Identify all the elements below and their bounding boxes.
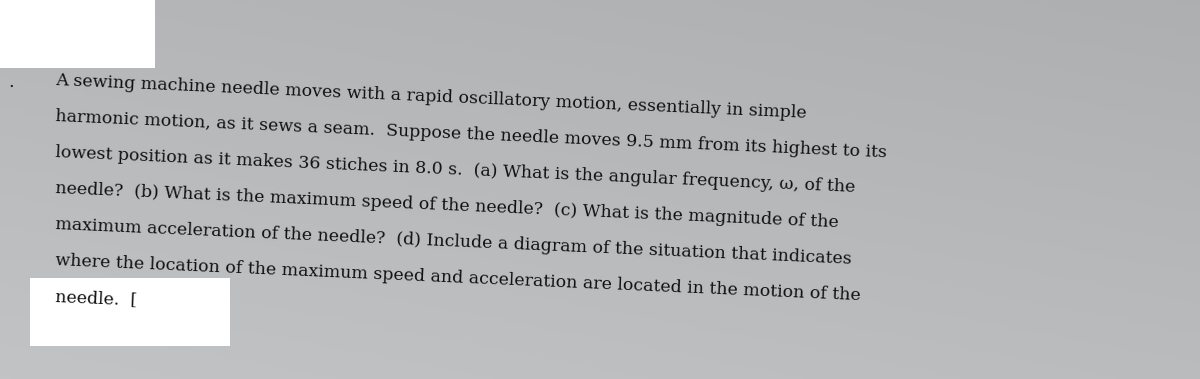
Text: needle?  (b) What is the maximum speed of the needle?  (c) What is the magnitude: needle? (b) What is the maximum speed of… xyxy=(55,180,839,231)
Text: .: . xyxy=(8,74,14,91)
Bar xyxy=(30,278,230,346)
Text: harmonic motion, as it sews a seam.  Suppose the needle moves 9.5 mm from its hi: harmonic motion, as it sews a seam. Supp… xyxy=(55,108,887,161)
Text: where the location of the maximum speed and acceleration are located in the moti: where the location of the maximum speed … xyxy=(55,252,860,304)
Text: lowest position as it makes 36 stiches in 8.0 s.  (a) What is the angular freque: lowest position as it makes 36 stiches i… xyxy=(55,144,856,196)
Text: A sewing machine needle moves with a rapid oscillatory motion, essentially in si: A sewing machine needle moves with a rap… xyxy=(55,72,806,122)
Bar xyxy=(0,0,155,68)
Text: maximum acceleration of the needle?  (d) Include a diagram of the situation that: maximum acceleration of the needle? (d) … xyxy=(55,216,852,268)
Text: needle.  [: needle. [ xyxy=(55,288,138,309)
